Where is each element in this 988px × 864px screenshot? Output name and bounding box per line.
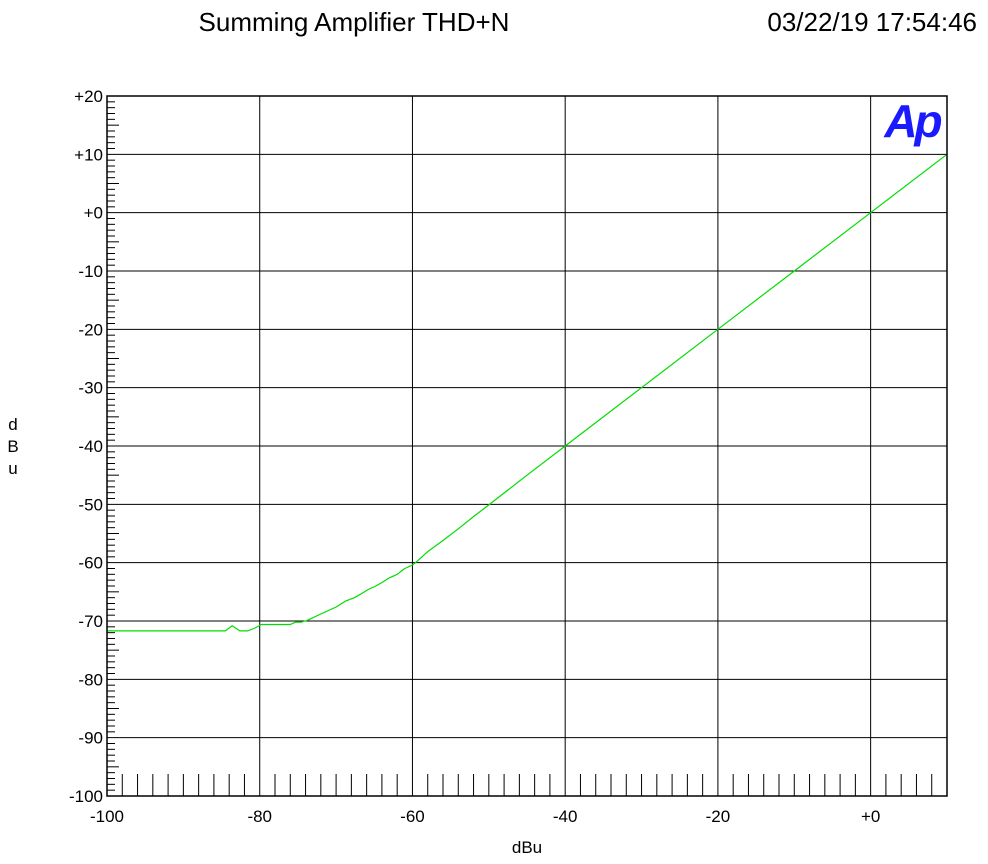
grid-lines bbox=[106, 95, 947, 797]
y-tick-label: -60 bbox=[78, 554, 103, 573]
y-axis-label-char: d bbox=[8, 415, 17, 434]
series-line bbox=[107, 153, 948, 632]
y-axis-label-char: B bbox=[7, 437, 18, 456]
y-tick-label: -70 bbox=[78, 612, 103, 631]
chart-title: Summing Amplifier THD+N bbox=[199, 7, 510, 37]
plot-frame bbox=[106, 95, 948, 797]
x-tick-label: -60 bbox=[400, 807, 425, 826]
y-tick-label: +0 bbox=[84, 204, 103, 223]
y-tick-label: -80 bbox=[78, 670, 103, 689]
y-tick-label: -90 bbox=[78, 729, 103, 748]
x-tick-labels: -100 -80 -60 -40 -20 +0 bbox=[90, 807, 880, 826]
y-tick-label: -10 bbox=[78, 262, 103, 281]
y-tick-label: +10 bbox=[74, 145, 103, 164]
y-tick-label: +20 bbox=[74, 87, 103, 106]
y-tick-label: -100 bbox=[69, 787, 103, 806]
x-tick-label: -80 bbox=[247, 807, 272, 826]
y-tick-labels: +20 +10 +0 -10 -20 -30 -40 -50 -60 -70 -80 -90 -100 bbox=[69, 87, 103, 806]
x-tick-label: -20 bbox=[706, 807, 731, 826]
y-tick-label: -20 bbox=[78, 320, 103, 339]
x-tick-label: -100 bbox=[90, 807, 124, 826]
y-tick-label: -40 bbox=[78, 437, 103, 456]
ap-logo: Ap bbox=[883, 95, 941, 147]
y-tick-label: -30 bbox=[78, 379, 103, 398]
x-tick-label: -40 bbox=[553, 807, 578, 826]
x-tick-label: +0 bbox=[861, 807, 880, 826]
y-tick-label: -50 bbox=[78, 495, 103, 514]
y-axis-label-char: u bbox=[8, 459, 17, 478]
chart-timestamp: 03/22/19 17:54:46 bbox=[767, 7, 977, 37]
minor-ticks bbox=[107, 101, 948, 796]
series-layer bbox=[107, 153, 948, 632]
x-axis-label: dBu bbox=[512, 838, 542, 857]
